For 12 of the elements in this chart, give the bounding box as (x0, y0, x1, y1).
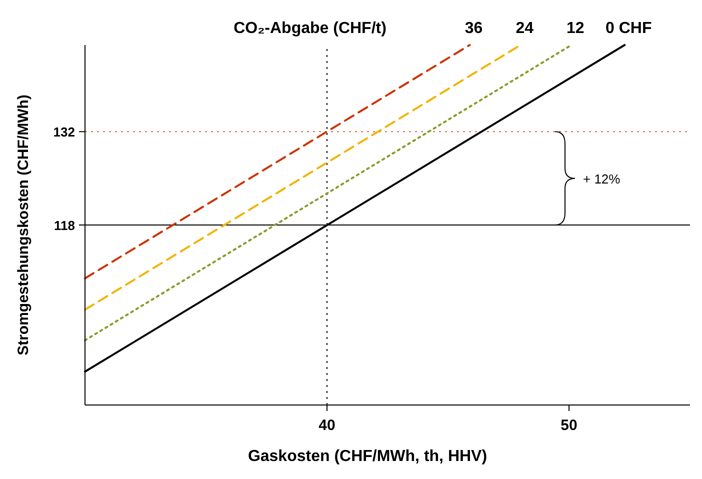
annotation: + 12% (583, 171, 621, 186)
x-axis-title: Gaskosten (CHF/MWh, th, HHV) (248, 448, 488, 465)
series-label: 12 (566, 20, 584, 37)
series-label: 0 CHF (606, 20, 652, 37)
x-tick-label: 40 (318, 417, 336, 434)
y-tick-label: 118 (54, 218, 75, 233)
y-axis-title: Stromgestehungskosten (CHF/MWh) (15, 94, 32, 356)
series-label: 24 (516, 20, 534, 37)
series-label: 36 (464, 20, 483, 37)
x-tick-label: 50 (560, 417, 578, 434)
y-tick-label: 132 (53, 124, 75, 140)
chart-title: CO₂-Abgabe (CHF/t) (234, 20, 386, 37)
